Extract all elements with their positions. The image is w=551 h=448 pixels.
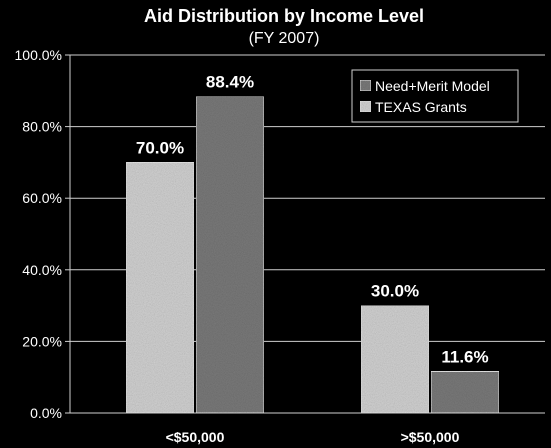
y-tick-label: 80.0%: [22, 119, 62, 135]
y-tick-label: 0.0%: [30, 405, 62, 421]
bar-need-merit: [195, 96, 265, 414]
data-label-texas-grants: 30.0%: [371, 282, 419, 301]
bar-texas-grants: [125, 161, 195, 414]
bar-texas-grants: [360, 305, 430, 414]
data-labels: 70.0% 88.4% 30.0% 11.6%: [136, 73, 489, 367]
bars: [125, 96, 500, 414]
legend-label-need-merit: Need+Merit Model: [375, 78, 490, 94]
y-axis-ticks: 0.0% 20.0% 40.0% 60.0% 80.0% 100.0%: [15, 47, 70, 421]
data-label-texas-grants: 70.0%: [136, 138, 184, 157]
x-axis-ticks: <$50,000 >$50,000: [166, 429, 460, 445]
x-tick-label: >$50,000: [401, 429, 460, 445]
x-tick-label: <$50,000: [166, 429, 225, 445]
legend-box: [351, 69, 519, 123]
data-label-need-merit: 11.6%: [441, 347, 488, 366]
chart-title: Aid Distribution by Income Level: [144, 6, 424, 26]
y-tick-label: 100.0%: [15, 47, 62, 63]
legend-swatch-texas-grants: [359, 100, 372, 113]
bar-need-merit: [430, 370, 500, 414]
chart-subtitle: (FY 2007): [249, 30, 320, 47]
y-tick-label: 40.0%: [22, 262, 62, 278]
legend-label-texas-grants: TEXAS Grants: [375, 99, 467, 115]
y-tick-label: 60.0%: [22, 190, 62, 206]
legend-swatch-need-merit: [359, 79, 372, 92]
legend: Need+Merit Model TEXAS Grants: [351, 69, 519, 123]
data-label-need-merit: 88.4%: [206, 73, 254, 92]
y-tick-label: 20.0%: [22, 333, 62, 349]
